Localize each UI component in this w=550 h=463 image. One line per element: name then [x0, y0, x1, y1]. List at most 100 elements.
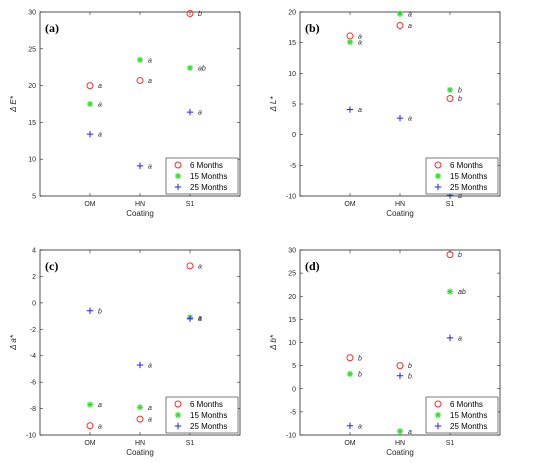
data-point: [136, 361, 144, 369]
data-point: [186, 64, 194, 72]
x-axis-label: Coating: [386, 448, 414, 457]
data-point: [186, 262, 194, 270]
significance-label: a: [98, 83, 102, 90]
x-tick-label: S1: [446, 440, 455, 447]
significance-label: a: [98, 402, 102, 409]
x-tick-label: OM: [84, 440, 95, 447]
y-tick-label: 20: [288, 10, 296, 17]
legend-marker: [174, 411, 182, 419]
data-point: [136, 162, 144, 170]
y-tick-label: 0: [32, 300, 36, 307]
y-tick-label: 10: [28, 157, 36, 164]
significance-label: a: [148, 417, 152, 424]
significance-label: a: [358, 33, 362, 40]
data-point: [186, 108, 194, 116]
significance-label: a: [148, 78, 152, 85]
significance-label: a: [408, 429, 412, 436]
significance-label: b: [98, 308, 102, 315]
significance-label: a: [98, 423, 102, 430]
significance-label: a: [458, 335, 462, 342]
data-point: [396, 114, 404, 122]
significance-label: b: [198, 11, 202, 18]
y-tick-label: -5: [290, 409, 296, 416]
y-tick-label: 4: [32, 248, 36, 255]
significance-label: a: [148, 57, 152, 64]
y-tick-label: -4: [30, 353, 36, 360]
y-tick-label: 5: [292, 102, 296, 109]
y-tick-label: -5: [290, 163, 296, 170]
data-point: [86, 130, 94, 138]
legend-label: 15 Months: [450, 172, 487, 181]
panel-label: (c): [45, 259, 58, 273]
significance-label: a: [408, 116, 412, 123]
panel-label: (d): [305, 259, 320, 273]
legend-label: 6 Months: [450, 400, 483, 409]
y-tick-label: 15: [288, 40, 296, 47]
legend-marker: [434, 422, 442, 430]
data-point: [86, 401, 94, 408]
y-axis-label: Δ a*: [9, 334, 18, 351]
y-tick-label: -2: [30, 327, 36, 334]
legend-label: 25 Months: [450, 422, 487, 431]
data-point: [346, 106, 354, 113]
x-tick-label: OM: [344, 201, 355, 208]
data-point: [346, 38, 354, 46]
significance-label: a: [98, 102, 102, 109]
x-tick-label: OM: [344, 440, 355, 447]
significance-label: a: [358, 423, 362, 430]
y-tick-label: 30: [28, 10, 36, 17]
legend-label: 25 Months: [450, 183, 487, 192]
significance-label: ab: [458, 289, 466, 296]
legend-marker: [174, 161, 182, 169]
y-axis-label: Δ L*: [269, 96, 278, 113]
data-point: [396, 372, 404, 379]
significance-label: a: [358, 40, 362, 47]
data-point: [186, 315, 194, 322]
significance-label: ab: [198, 65, 206, 72]
data-point: [86, 307, 94, 314]
y-tick-label: -6: [30, 380, 36, 387]
data-point: [396, 362, 404, 370]
y-tick-label: 10: [288, 340, 296, 347]
legend-marker: [174, 422, 182, 430]
data-point: [346, 422, 354, 429]
legend-label: 15 Months: [450, 411, 487, 420]
data-point: [446, 94, 454, 102]
significance-label: a: [458, 193, 462, 200]
x-tick-label: HN: [395, 201, 405, 208]
legend-label: 25 Months: [190, 422, 227, 431]
significance-label: a: [198, 110, 202, 117]
legend-marker: [434, 183, 442, 191]
data-point: [86, 82, 94, 90]
y-tick-label: 25: [288, 271, 296, 278]
data-point: [136, 415, 144, 423]
significance-label: a: [408, 23, 412, 30]
y-tick-label: 20: [28, 83, 36, 90]
data-point: [346, 354, 354, 362]
data-point: [86, 100, 94, 108]
data-point: [136, 76, 144, 84]
y-tick-label: -8: [30, 406, 36, 413]
data-point: [446, 288, 454, 295]
significance-label: a: [358, 107, 362, 114]
panel-label: (b): [305, 21, 320, 35]
y-tick-label: -10: [26, 433, 36, 440]
legend-marker: [434, 172, 442, 180]
y-tick-label: 20: [288, 294, 296, 301]
significance-label: b: [358, 371, 362, 378]
y-tick-label: 25: [28, 46, 36, 53]
significance-label: a: [198, 316, 202, 323]
significance-label: a: [198, 263, 202, 270]
data-point: [446, 86, 454, 94]
y-tick-label: 2: [32, 274, 36, 281]
y-tick-label: 5: [292, 363, 296, 370]
significance-label: b: [458, 252, 462, 259]
panel-label: (a): [45, 21, 59, 35]
data-point: [186, 9, 194, 17]
legend-marker: [434, 411, 442, 419]
legend-marker: [434, 400, 442, 408]
